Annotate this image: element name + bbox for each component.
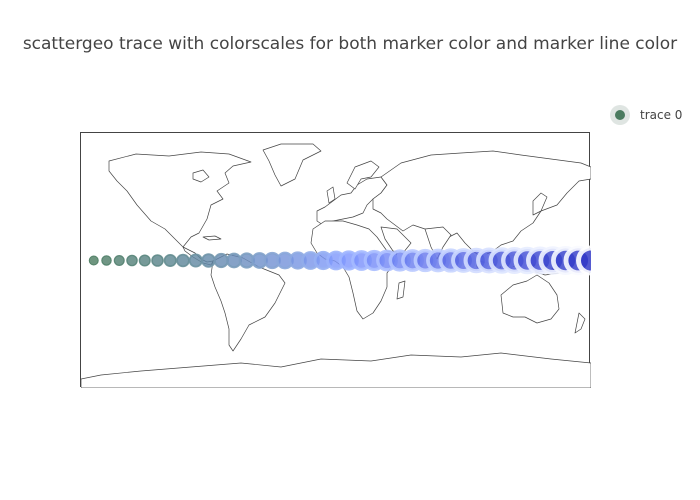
marker-point[interactable] [126,254,138,267]
marker-layer[interactable] [81,133,591,388]
marker-point[interactable] [101,255,112,266]
marker-point[interactable] [151,254,164,267]
landmass-new-zealand [574,312,586,334]
legend-label: trace 0 [640,108,683,122]
marker-point[interactable] [138,254,151,267]
marker-point[interactable] [576,245,592,276]
marker-point[interactable] [113,254,125,267]
coastlines [81,143,591,388]
marker-point[interactable] [213,252,229,269]
landmass-india [424,226,452,260]
geo-map[interactable] [80,132,591,388]
marker-point[interactable] [163,253,177,268]
marker-point[interactable] [88,255,99,266]
landmass-cuba [202,235,222,241]
legend-marker-icon [610,105,630,125]
marker-point[interactable] [188,253,203,268]
landmass-japan [532,192,548,216]
landmass-hudson-island [192,169,210,183]
marker-point[interactable] [201,253,216,268]
landmass-scandinavia [346,160,380,190]
chart-title: scattergeo trace with colorscales for bo… [22,34,678,54]
landmass-britain [326,186,336,204]
landmass-greenland [262,143,322,187]
landmass-north-america [108,151,252,248]
landmass-australia [500,274,560,324]
landmass-madagascar [396,280,406,300]
legend-item-trace-0[interactable]: trace 0 [610,104,682,126]
landmass-antarctica [81,352,591,388]
marker-point[interactable] [176,253,190,268]
